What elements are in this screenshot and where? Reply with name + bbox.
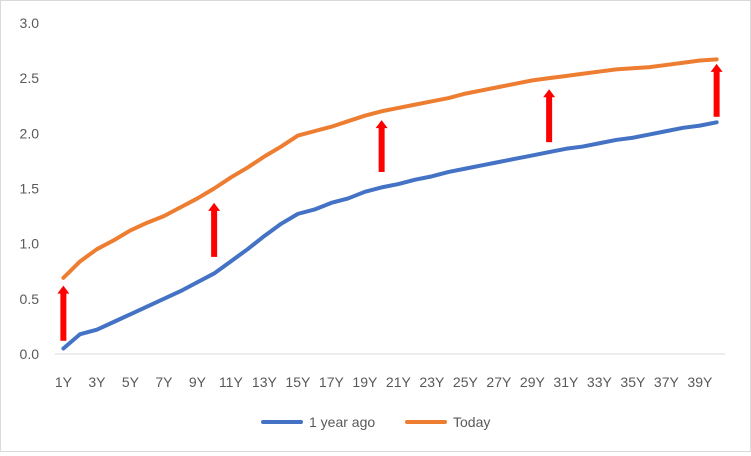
x-tick-label: 1Y (55, 374, 73, 390)
x-tick-label: 23Y (419, 374, 445, 390)
x-tick-label: 13Y (252, 374, 278, 390)
up-arrow-shaft (378, 126, 385, 172)
x-tick-label: 11Y (219, 374, 244, 390)
up-arrow-icon (375, 120, 388, 129)
series-line-1-year-ago (61, 120, 719, 351)
up-arrow-icon (710, 63, 723, 72)
up-arrow-icon (208, 202, 221, 211)
y-tick-label: 2.0 (20, 125, 40, 141)
x-tick-label: 25Y (453, 374, 479, 390)
x-tick-label: 9Y (189, 374, 207, 390)
x-tick-label: 3Y (88, 374, 106, 390)
up-arrow-shaft (713, 69, 720, 117)
y-tick-label: 0.5 (20, 291, 40, 307)
legend-label: Today (453, 414, 490, 430)
series-line-today (61, 57, 719, 280)
x-tick-label: 31Y (553, 374, 579, 390)
x-tick-label: 37Y (654, 374, 680, 390)
y-tick-label: 1.0 (20, 236, 40, 252)
y-tick-label: 0.0 (20, 346, 40, 362)
x-tick-label: 27Y (486, 374, 512, 390)
x-tick-label: 17Y (319, 374, 345, 390)
legend-label: 1 year ago (309, 414, 375, 430)
x-tick-label: 35Y (620, 374, 646, 390)
up-arrow-shaft (546, 95, 553, 143)
up-arrow-icon (57, 285, 70, 294)
x-tick-label: 33Y (587, 374, 613, 390)
x-tick-label: 21Y (386, 374, 412, 390)
x-tick-label: 19Y (352, 374, 378, 390)
y-tick-label: 2.5 (20, 70, 40, 86)
x-tick-label: 29Y (520, 374, 546, 390)
x-tick-label: 7Y (155, 374, 173, 390)
x-tick-label: 15Y (285, 374, 311, 390)
y-tick-label: 1.5 (20, 181, 40, 197)
x-tick-label: 5Y (122, 374, 140, 390)
up-arrow-icon (543, 89, 556, 98)
x-tick-label: 39Y (687, 374, 713, 390)
y-tick-label: 3.0 (20, 15, 40, 31)
up-arrow-shaft (211, 208, 218, 257)
up-arrow-shaft (60, 291, 67, 341)
